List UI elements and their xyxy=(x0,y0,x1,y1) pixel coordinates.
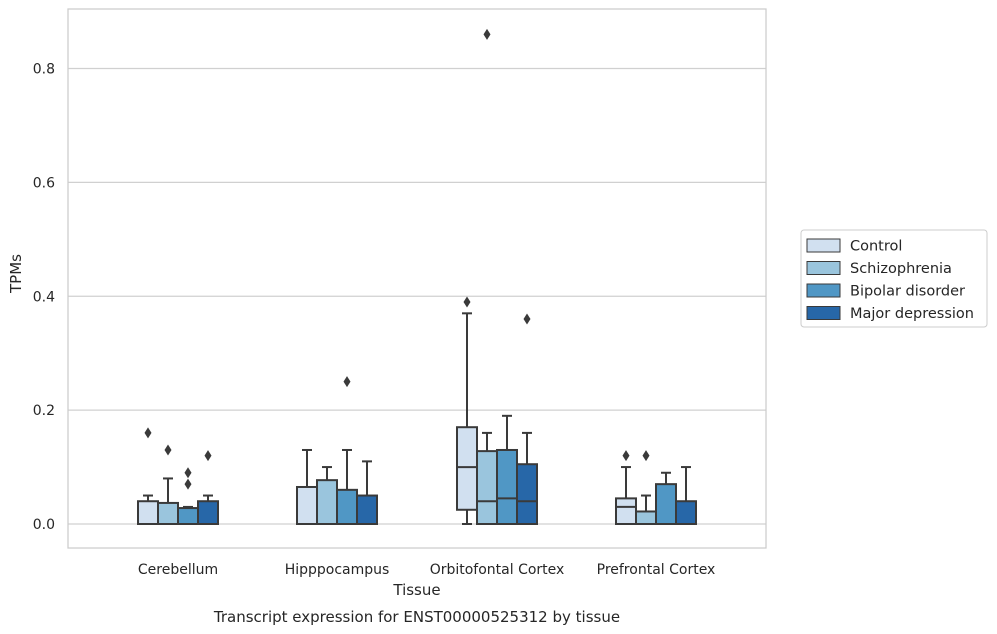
box-body xyxy=(157,501,179,526)
x-tick-labels: Cerebellum Hipppocampus Orbitofontal Corte… xyxy=(138,562,715,578)
outlier-point xyxy=(642,450,650,462)
x-tick-label: Orbitofontal Cortex xyxy=(430,562,565,578)
box-body xyxy=(496,448,518,526)
box-body xyxy=(336,488,358,525)
x-tick-label: Hipppocampus xyxy=(285,562,390,578)
legend-swatch xyxy=(806,283,841,298)
box-body xyxy=(356,494,378,525)
outlier-point xyxy=(164,444,172,456)
legend-label: Control xyxy=(850,239,902,255)
y-tick-labels: 0.0 0.2 0.4 0.6 0.8 xyxy=(33,62,55,534)
box-1-1 xyxy=(316,466,338,525)
y-tick-label: 0.6 xyxy=(33,175,55,191)
box-1-3 xyxy=(356,460,378,525)
legend-swatch xyxy=(806,306,841,320)
outlier-point xyxy=(343,376,351,388)
box-1-2 xyxy=(336,376,358,525)
box-body xyxy=(197,500,219,526)
box-2-3 xyxy=(516,313,538,526)
box-body xyxy=(615,497,637,525)
box-body xyxy=(177,507,199,525)
x-tick-label: Prefrontal Cortex xyxy=(597,562,716,578)
y-tick-label: 0.8 xyxy=(33,62,55,78)
grid-lines xyxy=(68,67,766,525)
box-body xyxy=(456,426,478,511)
outlier-point xyxy=(463,296,471,308)
box-2-2 xyxy=(496,414,518,526)
plot-frame xyxy=(67,8,767,549)
x-tick-label: Cerebellum xyxy=(138,562,218,578)
legend-label: Schizophrenia xyxy=(850,261,952,277)
y-tick-label: 0.4 xyxy=(33,289,55,305)
legend-frame xyxy=(800,229,988,328)
box-2-0 xyxy=(456,296,478,525)
x-axis-label: Tissue xyxy=(392,581,440,599)
box-body xyxy=(635,510,657,526)
outlier-point xyxy=(184,478,192,490)
box-3-0 xyxy=(615,450,637,525)
box-0-0 xyxy=(137,427,159,526)
box-3-3 xyxy=(675,466,697,526)
box-body xyxy=(655,483,677,525)
box-body xyxy=(296,485,318,526)
legend-items: Control Schizophrenia Bipolar disorder Majo… xyxy=(806,238,974,322)
box-0-2 xyxy=(177,467,199,525)
outlier-point xyxy=(483,28,491,40)
box-plots xyxy=(137,28,697,526)
box-1-0 xyxy=(296,448,318,526)
box-0-1 xyxy=(157,444,179,526)
box-body xyxy=(316,479,338,525)
legend-label: Bipolar disorder xyxy=(850,284,965,300)
outlier-point xyxy=(184,467,192,479)
y-tick-label: 0.0 xyxy=(33,517,55,533)
chart-title: Transcript expression for ENST0000052531… xyxy=(213,608,620,626)
box-body xyxy=(675,500,697,526)
box-0-3 xyxy=(197,450,219,526)
outlier-point xyxy=(204,450,212,462)
box-body xyxy=(137,500,159,526)
box-3-2 xyxy=(655,471,677,525)
legend-swatch xyxy=(806,261,841,275)
box-body xyxy=(476,450,498,525)
y-axis-label: TPMs xyxy=(7,254,25,294)
legend-swatch xyxy=(806,238,841,253)
box-3-1 xyxy=(635,450,657,526)
y-tick-label: 0.2 xyxy=(33,403,55,419)
outlier-point xyxy=(523,313,531,325)
box-2-1 xyxy=(476,28,498,525)
legend-label: Major depression xyxy=(850,306,974,322)
box-body xyxy=(516,463,538,526)
outlier-point xyxy=(622,450,630,462)
legend: Control Schizophrenia Bipolar disorder Majo… xyxy=(800,229,988,328)
outlier-point xyxy=(144,427,152,439)
